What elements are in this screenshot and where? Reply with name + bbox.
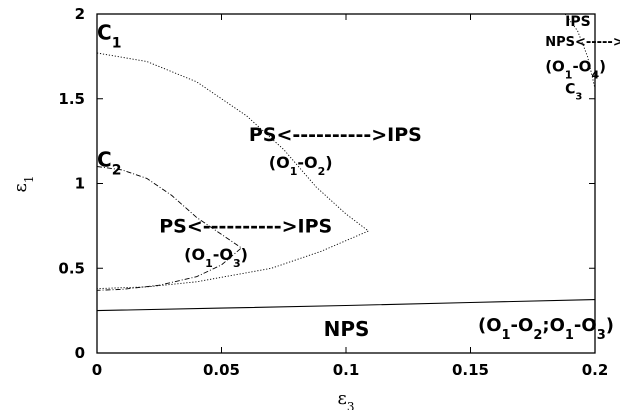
annotation-ips-top-right: IPS bbox=[565, 14, 591, 30]
y-tick-label: 1 bbox=[75, 175, 85, 193]
y-tick-label: 0 bbox=[75, 344, 85, 362]
series-line-3 bbox=[96, 166, 243, 291]
x-tick-label: 0.05 bbox=[203, 361, 240, 379]
x-tick-label: 0 bbox=[92, 361, 102, 379]
series-curves bbox=[96, 13, 596, 312]
y-tick-label: 0.5 bbox=[58, 259, 85, 277]
y-tick-label: 2 bbox=[75, 5, 85, 23]
series-line-1 bbox=[96, 299, 596, 312]
annotation-c1: C1 bbox=[97, 20, 121, 51]
x-tick-label: 0.2 bbox=[582, 361, 609, 379]
annotation-c3: C3 bbox=[565, 82, 582, 103]
plot-frame bbox=[96, 13, 596, 354]
annotation-ps-ips-lower: PS<---------->IPS bbox=[159, 216, 332, 238]
y-tick-label: 1.5 bbox=[58, 90, 85, 108]
annotations: C1 C2 C3 PS<---------->IPS (O1-O2) PS<-------… bbox=[97, 14, 620, 343]
annotation-o1o3: (O1-O3) bbox=[184, 245, 248, 270]
annotation-c2: C2 bbox=[97, 148, 121, 179]
annotation-o1o2: (O1-O2) bbox=[269, 153, 333, 178]
x-tick-label: 0.15 bbox=[452, 361, 489, 379]
axis-ticks: 0 0.05 0.1 0.15 0.2 0 0.5 1 1.5 2 bbox=[58, 5, 608, 379]
x-tick-label: 0.1 bbox=[333, 361, 360, 379]
annotation-o1o4: (O1-O4) bbox=[545, 58, 606, 82]
annotation-o1o2-o1o3: (O1-O2;O1-O3) bbox=[478, 315, 614, 343]
annotation-ps-ips-upper: PS<---------->IPS bbox=[249, 124, 422, 146]
x-axis-title: ε3 bbox=[338, 388, 355, 410]
annotation-nps-center: NPS bbox=[324, 317, 370, 341]
y-axis-title: ε1 bbox=[10, 176, 36, 193]
annotation-nps-ips-topright: NPS<-----> bbox=[545, 35, 620, 50]
